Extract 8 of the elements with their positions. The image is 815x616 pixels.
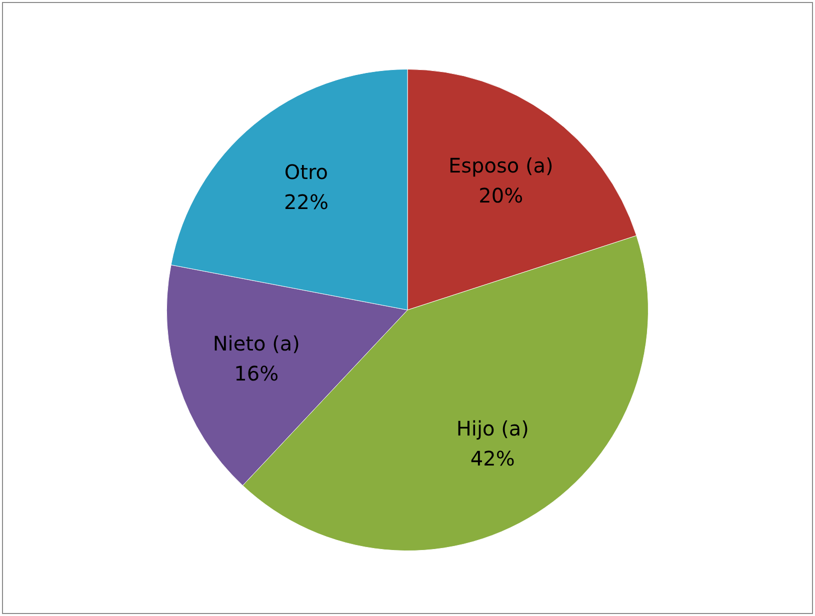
data-label: 42% <box>470 446 515 470</box>
slice-label: Hijo (a) <box>456 416 529 440</box>
data-label: 20% <box>478 184 524 208</box>
slice-label: Nieto (a) <box>212 331 300 356</box>
slice-label: Esposo (a) <box>448 154 554 178</box>
slice-label: Otro <box>284 160 328 184</box>
data-label: 16% <box>234 361 279 386</box>
data-label: 22% <box>284 190 328 214</box>
